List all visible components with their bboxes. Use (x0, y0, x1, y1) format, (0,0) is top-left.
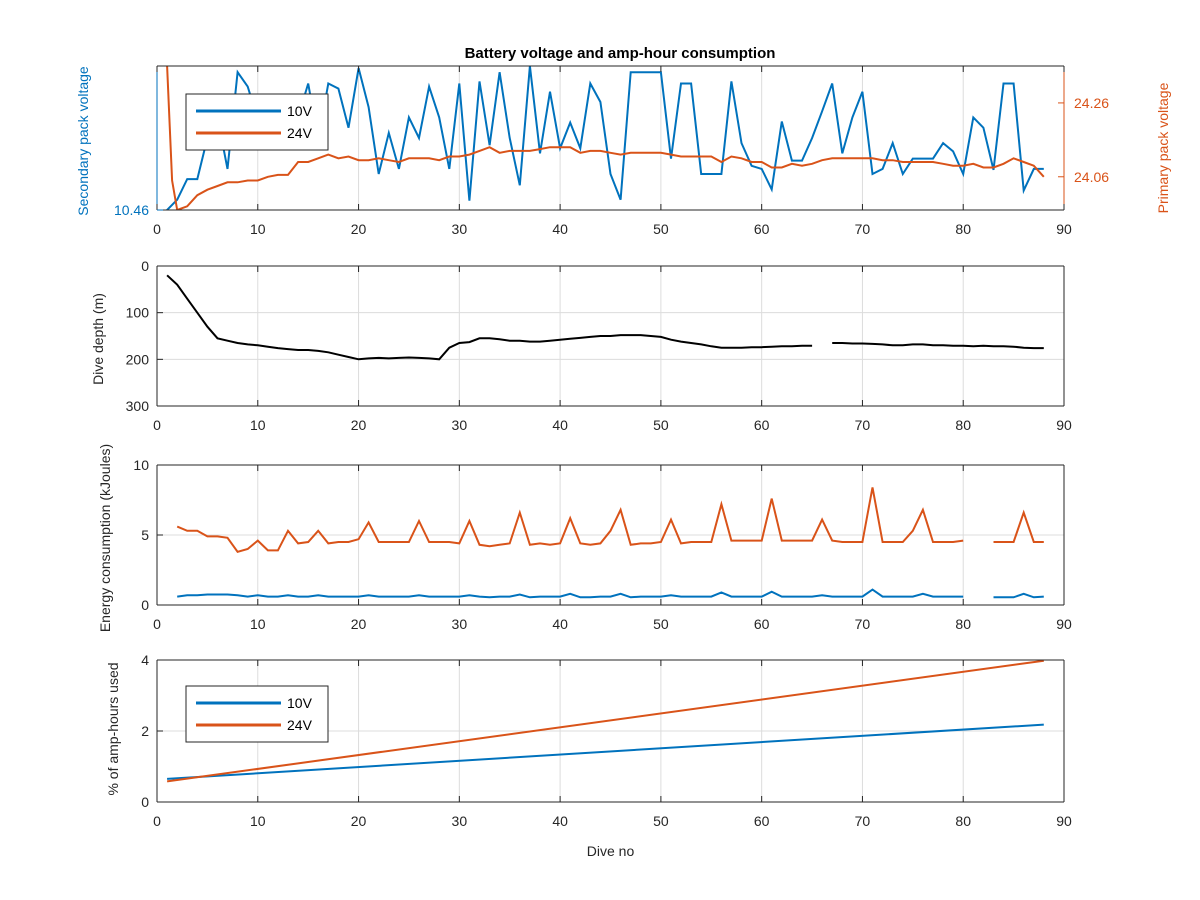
y-tick-label: 0 (141, 794, 149, 810)
series-line-24V (166, 659, 1044, 783)
y-tick-label: 0 (141, 258, 149, 274)
series-line-24V (166, 66, 1045, 210)
y-tick-label: 300 (126, 398, 150, 414)
x-tick-label: 80 (955, 417, 971, 433)
x-tick-label: 10 (250, 616, 266, 632)
x-tick-label: 90 (1056, 221, 1072, 237)
x-tick-label: 80 (955, 616, 971, 632)
y-axis-label: % of amp-hours used (105, 662, 121, 795)
x-tick-label: 60 (754, 616, 770, 632)
x-tick-label: 30 (452, 813, 468, 829)
x-tick-label: 50 (653, 417, 669, 433)
amp-hours-panel: 0 10 20 30 40 50 60 70 80 90 0 2 4 % of amp-hours use… (105, 652, 1072, 859)
legend-box (185, 685, 329, 743)
x-tick-label: 0 (153, 221, 161, 237)
y-tick-label: 24.06 (1074, 169, 1109, 185)
x-tick-label: 50 (653, 616, 669, 632)
x-tick-label: 30 (452, 616, 468, 632)
x-tick-label: 90 (1056, 813, 1072, 829)
y-tick-label: 24.26 (1074, 95, 1109, 111)
x-tick-label: 30 (452, 417, 468, 433)
y-tick-label: 10 (133, 457, 149, 473)
legend-label-24V: 24V (287, 717, 313, 733)
series-line-10V (167, 723, 1044, 780)
y-axis-label: Dive depth (m) (90, 293, 106, 385)
x-tick-label: 60 (754, 813, 770, 829)
x-tick-label: 0 (153, 616, 161, 632)
series-line-blue-segment-0 (177, 588, 964, 599)
x-tick-label: 50 (653, 813, 669, 829)
x-tick-label: 10 (250, 417, 266, 433)
x-tick-label: 70 (855, 417, 871, 433)
legend-box (185, 93, 329, 151)
voltage-panel: 0 10 20 30 40 50 60 70 80 90 10.46 24.06 24.26 Second… (75, 65, 1171, 237)
x-tick-label: 20 (351, 813, 367, 829)
x-tick-label: 90 (1056, 616, 1072, 632)
x-axis-label: Dive no (587, 843, 635, 859)
legend-label-10V: 10V (287, 103, 313, 119)
x-tick-label: 30 (452, 221, 468, 237)
x-tick-label: 60 (754, 417, 770, 433)
x-tick-label: 20 (351, 616, 367, 632)
x-tick-label: 70 (855, 221, 871, 237)
depth-panel: 0 10 20 30 40 50 60 70 80 90 0 100 200 300 Dive depth … (90, 258, 1072, 433)
energy-panel: 0 10 20 30 40 50 60 70 80 90 0 5 10 Energy consumptio… (97, 444, 1072, 632)
series-line-orange-segment-1 (993, 509, 1044, 543)
figure-title: Battery voltage and amp-hour consumption (465, 45, 776, 62)
y-axis-label: Energy consumption (kJoules) (97, 444, 113, 632)
x-tick-label: 20 (351, 417, 367, 433)
series-line-blue-segment-1 (993, 592, 1044, 599)
legend-label-24V: 24V (287, 125, 313, 141)
x-tick-label: 10 (250, 221, 266, 237)
legend-label-10V: 10V (287, 695, 313, 711)
x-tick-label: 60 (754, 221, 770, 237)
y-axis-label-left: Secondary pack voltage (75, 66, 91, 216)
y-tick-label: 0 (141, 597, 149, 613)
y-tick-label: 100 (126, 305, 150, 321)
x-tick-label: 0 (153, 813, 161, 829)
x-tick-label: 20 (351, 221, 367, 237)
x-tick-label: 10 (250, 813, 266, 829)
x-tick-label: 50 (653, 221, 669, 237)
x-tick-label: 70 (855, 616, 871, 632)
x-tick-label: 80 (955, 221, 971, 237)
x-tick-label: 40 (552, 616, 568, 632)
series-line-black-segment-0 (166, 274, 813, 361)
x-tick-label: 0 (153, 417, 161, 433)
series-line-black-segment-1 (832, 342, 1044, 350)
y-tick-label: 2 (141, 723, 149, 739)
y-axis-label-right: Primary pack voltage (1155, 82, 1171, 213)
x-tick-label: 40 (552, 417, 568, 433)
y-tick-label: 5 (141, 527, 149, 543)
series-line-orange-segment-0 (176, 487, 964, 553)
y-tick-label: 10.46 (114, 202, 149, 218)
x-tick-label: 40 (552, 813, 568, 829)
y-tick-label: 4 (141, 652, 149, 668)
x-tick-label: 40 (552, 221, 568, 237)
x-tick-label: 90 (1056, 417, 1072, 433)
x-tick-label: 70 (855, 813, 871, 829)
y-tick-label: 200 (126, 351, 150, 367)
x-tick-label: 80 (955, 813, 971, 829)
